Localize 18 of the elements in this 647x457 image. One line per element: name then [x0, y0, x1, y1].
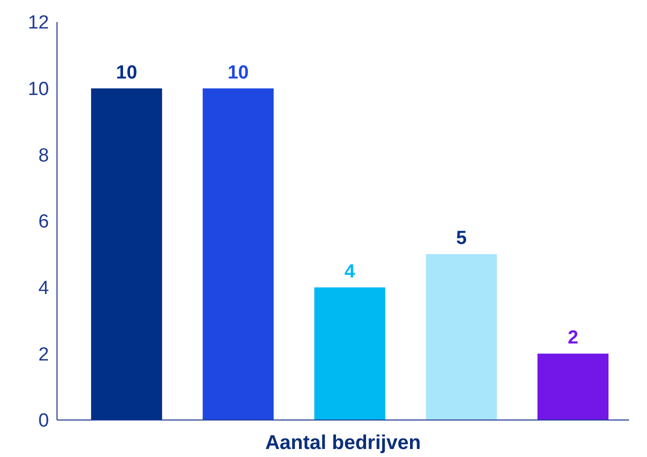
- data-label: 2: [568, 328, 578, 349]
- y-tick-label: 12: [28, 12, 49, 34]
- y-tick-label: 0: [38, 410, 49, 432]
- bar: [537, 354, 608, 420]
- y-tick-label: 8: [38, 145, 49, 166]
- x-axis-title: Aantal bedrijven: [265, 432, 421, 454]
- data-label: 4: [344, 261, 356, 282]
- data-label: 5: [456, 228, 468, 250]
- data-label: 10: [228, 62, 249, 84]
- y-tick-label: 4: [38, 278, 50, 300]
- data-label: 10: [116, 62, 138, 84]
- y-tick-label: 6: [38, 212, 49, 233]
- bar: [314, 287, 386, 420]
- bar: [202, 88, 274, 420]
- y-tick-label: 10: [28, 79, 49, 100]
- y-tick-label: 2: [38, 344, 49, 366]
- bar: [91, 88, 162, 420]
- bar: [426, 254, 497, 420]
